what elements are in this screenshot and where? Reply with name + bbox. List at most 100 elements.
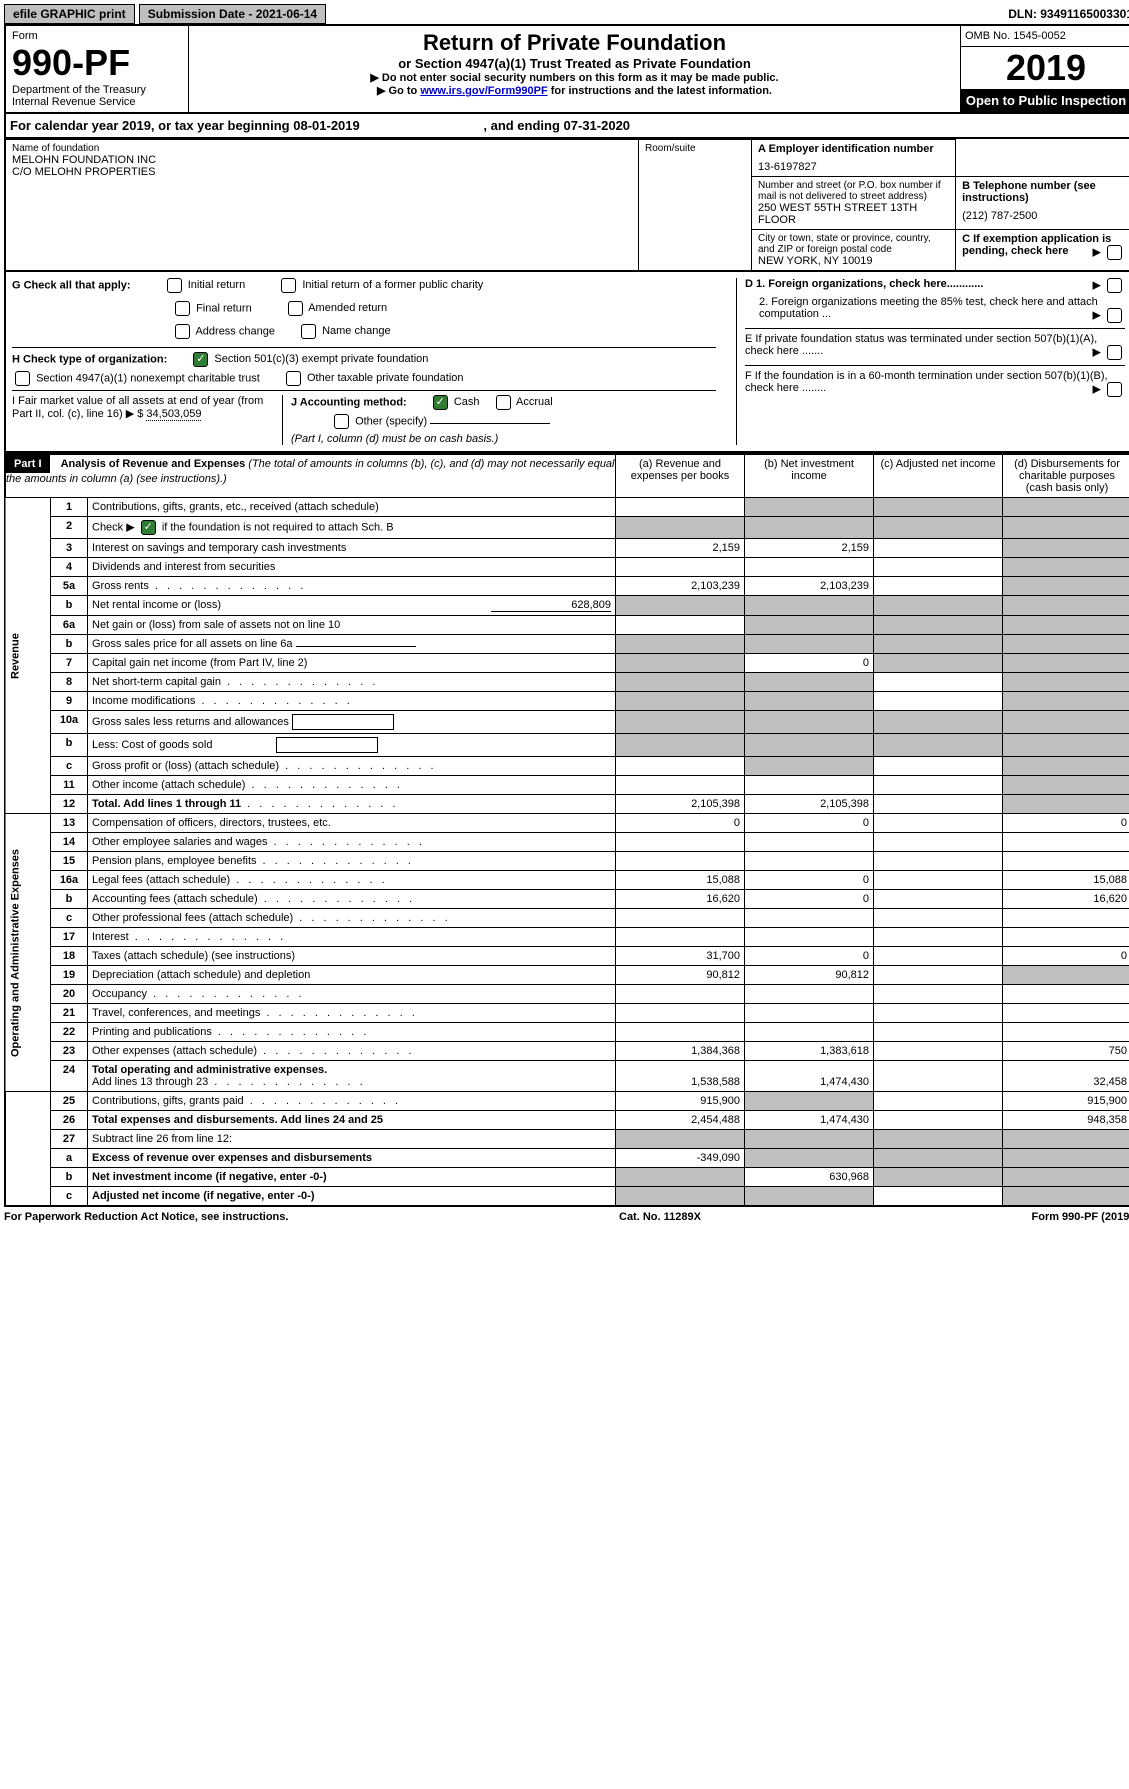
line-16a-d: 15,088 — [1003, 871, 1129, 890]
foundation-name-2: C/O MELOHN PROPERTIES — [12, 166, 632, 178]
calyear-begin: 08-01-2019 — [293, 118, 360, 133]
line-5a-label: Gross rents — [88, 577, 616, 596]
irs-label: Internal Revenue Service — [12, 96, 182, 108]
line-22-label: Printing and publications — [88, 1023, 616, 1042]
c-checkbox[interactable] — [1107, 245, 1122, 260]
top-bar: efile GRAPHIC print Submission Date - 20… — [4, 4, 1129, 24]
line-16b-d: 16,620 — [1003, 890, 1129, 909]
g-label: G Check all that apply: — [12, 279, 131, 291]
line-25-d: 915,900 — [1003, 1092, 1129, 1111]
line-23-label: Other expenses (attach schedule) — [88, 1042, 616, 1061]
line-5b-val: 628,809 — [491, 599, 611, 612]
line-3-b: 2,159 — [745, 539, 874, 558]
j-note: (Part I, column (d) must be on cash basi… — [291, 433, 716, 445]
part1-table: Part I Analysis of Revenue and Expenses … — [4, 453, 1129, 1207]
h-label: H Check type of organization: — [12, 353, 167, 365]
line-13-b: 0 — [745, 814, 874, 833]
calyear-end: 07-31-2020 — [564, 118, 631, 133]
line-16b-label: Accounting fees (attach schedule) — [88, 890, 616, 909]
line-27a-label: Excess of revenue over expenses and disb… — [92, 1152, 372, 1164]
j-accrual-checkbox[interactable] — [496, 395, 511, 410]
line-23-b: 1,383,618 — [745, 1042, 874, 1061]
part1-header: Part I — [6, 455, 50, 473]
f-label: F If the foundation is in a 60-month ter… — [745, 370, 1108, 394]
final-label: Final return — [196, 302, 252, 314]
foundation-info: Name of foundation MELOHN FOUNDATION INC… — [4, 139, 1129, 272]
c-label: C If exemption application is pending, c… — [962, 233, 1111, 257]
final-return-checkbox[interactable] — [175, 301, 190, 316]
line-12-b: 2,105,398 — [745, 795, 874, 814]
h-4947-checkbox[interactable] — [15, 371, 30, 386]
name-change-checkbox[interactable] — [301, 324, 316, 339]
line-27b-label: Net investment income (if negative, ente… — [92, 1171, 327, 1183]
line-27-label: Subtract line 26 from line 12: — [88, 1130, 616, 1149]
footer-mid: Cat. No. 11289X — [619, 1211, 701, 1223]
submission-date-button[interactable]: Submission Date - 2021-06-14 — [139, 4, 326, 24]
street-address: 250 WEST 55TH STREET 13TH FLOOR — [758, 202, 949, 226]
form-header: Form 990-PF Department of the Treasury I… — [4, 24, 1129, 114]
irs-link[interactable]: www.irs.gov/Form990PF — [420, 85, 547, 97]
efile-print-button[interactable]: efile GRAPHIC print — [4, 4, 135, 24]
ein-label: A Employer identification number — [758, 143, 949, 155]
calendar-year-row: For calendar year 2019, or tax year begi… — [4, 114, 1129, 139]
form-label: Form — [12, 30, 182, 42]
line-20-label: Occupancy — [88, 985, 616, 1004]
line-6a-label: Net gain or (loss) from sale of assets n… — [88, 616, 616, 635]
line-19-b: 90,812 — [745, 966, 874, 985]
h-other-checkbox[interactable] — [286, 371, 301, 386]
line-2-post: if the foundation is not required to att… — [159, 521, 394, 533]
line-18-d: 0 — [1003, 947, 1129, 966]
phone-value: (212) 787-2500 — [962, 204, 1125, 222]
name-change-label: Name change — [322, 325, 391, 337]
open-public-badge: Open to Public Inspection — [961, 89, 1129, 112]
addr-change-checkbox[interactable] — [175, 324, 190, 339]
h-other-label: Other taxable private foundation — [307, 372, 464, 384]
initial-return-checkbox[interactable] — [167, 278, 182, 293]
line-3-a: 2,159 — [616, 539, 745, 558]
j-other-label: Other (specify) — [355, 415, 427, 427]
h-501c3-label: Section 501(c)(3) exempt private foundat… — [214, 353, 428, 365]
line-13-a: 0 — [616, 814, 745, 833]
instr2-post: for instructions and the latest informat… — [548, 85, 772, 97]
line-24-label: Total operating and administrative expen… — [92, 1064, 327, 1076]
line-16a-a: 15,088 — [616, 871, 745, 890]
initial-label: Initial return — [188, 279, 245, 291]
line-27b-b: 630,968 — [745, 1168, 874, 1187]
col-b-header: (b) Net investment income — [745, 454, 874, 498]
line-5a-b: 2,103,239 — [745, 577, 874, 596]
city-label: City or town, state or province, country… — [758, 233, 949, 255]
form-instruction-1: ▶ Do not enter social security numbers o… — [195, 71, 954, 84]
form-number: 990-PF — [12, 42, 182, 84]
line-27c-label: Adjusted net income (if negative, enter … — [92, 1190, 314, 1202]
line-16c-label: Other professional fees (attach schedule… — [88, 909, 616, 928]
room-label: Room/suite — [645, 143, 745, 154]
line-24-b: 1,474,430 — [745, 1061, 874, 1092]
phone-label: B Telephone number (see instructions) — [962, 180, 1125, 204]
initial-former-checkbox[interactable] — [281, 278, 296, 293]
j-cash-checkbox[interactable] — [433, 395, 448, 410]
opex-section-label: Operating and Administrative Expenses — [5, 814, 51, 1092]
h-501c3-checkbox[interactable] — [193, 352, 208, 367]
d1-checkbox[interactable] — [1107, 278, 1122, 293]
line-16a-b: 0 — [745, 871, 874, 890]
line-8-label: Net short-term capital gain — [88, 673, 616, 692]
amended-checkbox[interactable] — [288, 301, 303, 316]
j-other-checkbox[interactable] — [334, 414, 349, 429]
line-25-a: 915,900 — [616, 1092, 745, 1111]
line-26-a: 2,454,488 — [616, 1111, 745, 1130]
f-checkbox[interactable] — [1107, 382, 1122, 397]
d2-checkbox[interactable] — [1107, 308, 1122, 323]
addr-change-label: Address change — [195, 325, 275, 337]
line-18-b: 0 — [745, 947, 874, 966]
line-3-label: Interest on savings and temporary cash i… — [88, 539, 616, 558]
line-25-label: Contributions, gifts, grants paid — [88, 1092, 616, 1111]
footer-right: Form 990-PF (2019) — [1032, 1211, 1129, 1223]
addr-label: Number and street (or P.O. box number if… — [758, 180, 949, 202]
j-label: J Accounting method: — [291, 396, 407, 408]
col-c-header: (c) Adjusted net income — [874, 454, 1003, 498]
line-4-label: Dividends and interest from securities — [88, 558, 616, 577]
line-2-checkbox[interactable] — [141, 520, 156, 535]
line-11-label: Other income (attach schedule) — [88, 776, 616, 795]
e-checkbox[interactable] — [1107, 345, 1122, 360]
name-label: Name of foundation — [12, 143, 632, 154]
